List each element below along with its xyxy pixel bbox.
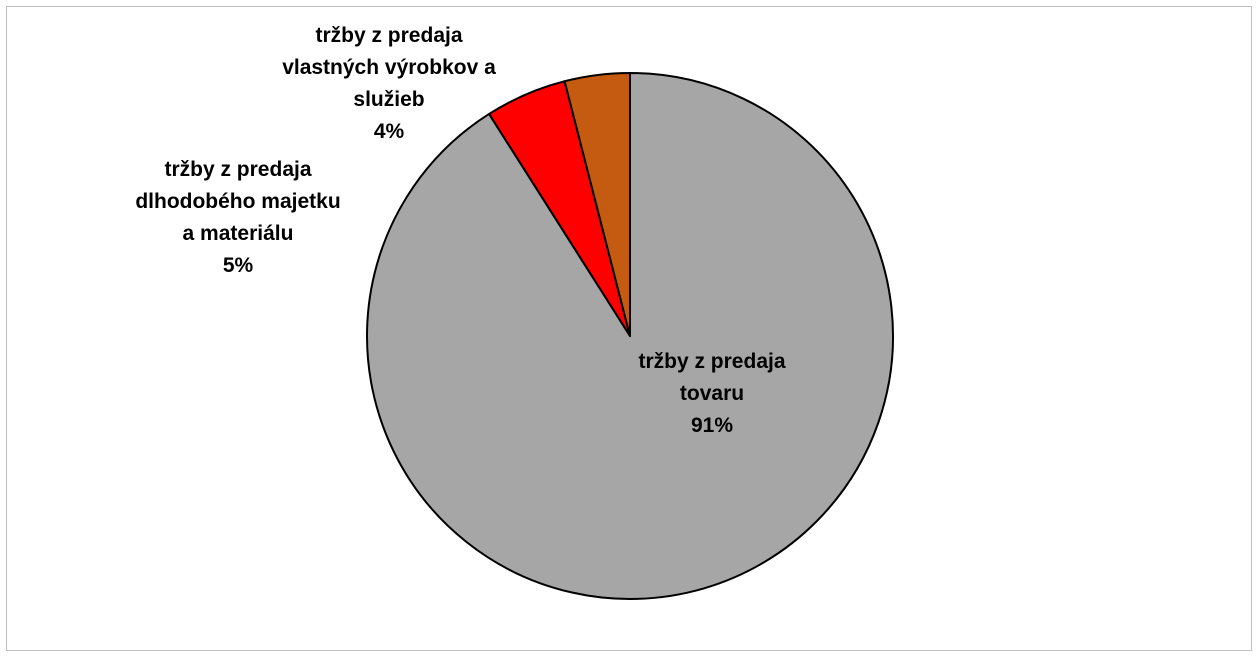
slice-label-1: tržby z predaja tovaru 91% [638,350,785,437]
pie-slices [366,72,894,600]
slice-name-label: tržby z predaja [164,158,311,181]
slice-name-label: dlhodobého majetku [135,190,340,213]
slice-name-label: vlastných výrobkov a [282,56,496,79]
slice-name-label: služieb [353,88,424,111]
slice-percent-label: 91% [691,414,733,437]
pie-slice-3 [563,72,631,337]
slice-percent-label: 5% [223,254,254,277]
slice-name-label: tržby z predaja [315,24,462,47]
slice-label-3: tržby z predaja vlastných výrobkov a služi… [282,24,496,143]
slice-name-label: a materiálu [183,222,294,245]
slice-label-2: tržby z predaja dlhodobého majetku a mater… [135,158,340,277]
slice-percent-label: 4% [374,120,405,143]
slice-name-label: tovaru [680,382,744,405]
slice-name-label: tržby z predaja [638,350,785,373]
pie-labels: tržby z predaja tovaru 91% tržby z predaja d… [135,24,786,437]
